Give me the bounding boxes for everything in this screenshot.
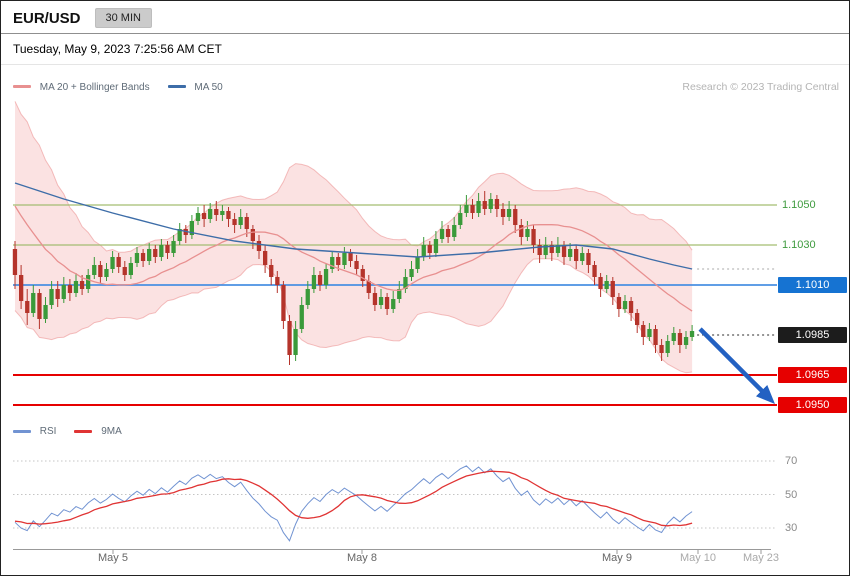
- ma20-line: [14, 205, 693, 312]
- legend-item-ma50: MA 50: [167, 81, 223, 93]
- legend-item-rsi: RSI: [13, 426, 56, 437]
- chart-legend: MA 20 + Bollinger Bands MA 50 Research ©…: [13, 81, 839, 93]
- legend-item-9ma: 9MA: [74, 426, 122, 437]
- header: EUR/USD 30 MIN: [13, 8, 152, 28]
- rsi-line: [14, 465, 693, 542]
- ma50-swatch-icon: [167, 85, 186, 89]
- rsi-swatch-icon: [13, 429, 31, 433]
- timeframe-badge[interactable]: 30 MIN: [94, 8, 152, 28]
- legend-label-ma50: MA 50: [194, 81, 223, 93]
- research-credit: Research © 2023 Trading Central: [682, 81, 839, 93]
- legend-label-9ma: 9MA: [101, 426, 122, 437]
- bollinger-lower-line: [14, 258, 693, 374]
- rsi-legend: RSI 9MA: [13, 426, 839, 437]
- symbol-title: EUR/USD: [13, 9, 81, 27]
- legend-label-rsi: RSI: [39, 426, 57, 437]
- bollinger-band: [15, 101, 693, 373]
- ma20-swatch-icon: [13, 85, 31, 89]
- rsi-ma-swatch-icon: [74, 429, 93, 433]
- section-divider: [1, 64, 849, 65]
- header-divider: [1, 33, 849, 34]
- legend-item-ma20-bollinger: MA 20 + Bollinger Bands: [13, 82, 150, 93]
- trend-arrow: [698, 327, 775, 404]
- rsi-ma-line: [14, 470, 693, 527]
- bollinger-upper-line: [14, 101, 693, 253]
- legend-label-ma20-bollinger: MA 20 + Bollinger Bands: [39, 81, 150, 93]
- datetime-text: Tuesday, May 9, 2023 7:25:56 AM CET: [13, 42, 222, 56]
- ma50-line: [14, 182, 693, 270]
